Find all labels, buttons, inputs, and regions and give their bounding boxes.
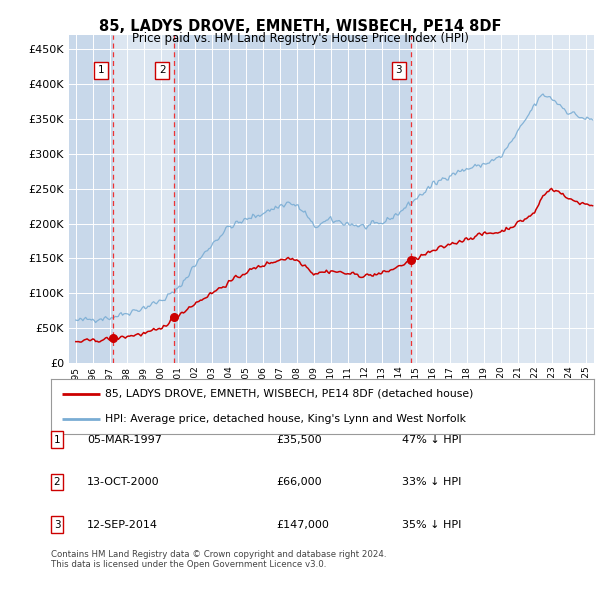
Text: 1: 1	[53, 435, 61, 444]
Text: 85, LADYS DROVE, EMNETH, WISBECH, PE14 8DF: 85, LADYS DROVE, EMNETH, WISBECH, PE14 8…	[99, 19, 501, 34]
Text: 2: 2	[53, 477, 61, 487]
Text: £147,000: £147,000	[276, 520, 329, 529]
Text: HPI: Average price, detached house, King's Lynn and West Norfolk: HPI: Average price, detached house, King…	[106, 414, 466, 424]
Text: 12-SEP-2014: 12-SEP-2014	[87, 520, 158, 529]
Text: Contains HM Land Registry data © Crown copyright and database right 2024.
This d: Contains HM Land Registry data © Crown c…	[51, 550, 386, 569]
Text: Price paid vs. HM Land Registry's House Price Index (HPI): Price paid vs. HM Land Registry's House …	[131, 32, 469, 45]
Bar	[69, 35, 113, 363]
Text: £66,000: £66,000	[276, 477, 322, 487]
Text: 3: 3	[53, 520, 61, 529]
Text: 47% ↓ HPI: 47% ↓ HPI	[402, 435, 461, 444]
Text: 2: 2	[159, 65, 166, 76]
Text: £35,500: £35,500	[276, 435, 322, 444]
Text: 05-MAR-1997: 05-MAR-1997	[87, 435, 162, 444]
Bar	[174, 35, 410, 363]
Text: 1: 1	[97, 65, 104, 76]
Text: 85, LADYS DROVE, EMNETH, WISBECH, PE14 8DF (detached house): 85, LADYS DROVE, EMNETH, WISBECH, PE14 8…	[106, 389, 473, 399]
Text: 3: 3	[395, 65, 402, 76]
Text: 33% ↓ HPI: 33% ↓ HPI	[402, 477, 461, 487]
Text: 35% ↓ HPI: 35% ↓ HPI	[402, 520, 461, 529]
Text: 13-OCT-2000: 13-OCT-2000	[87, 477, 160, 487]
